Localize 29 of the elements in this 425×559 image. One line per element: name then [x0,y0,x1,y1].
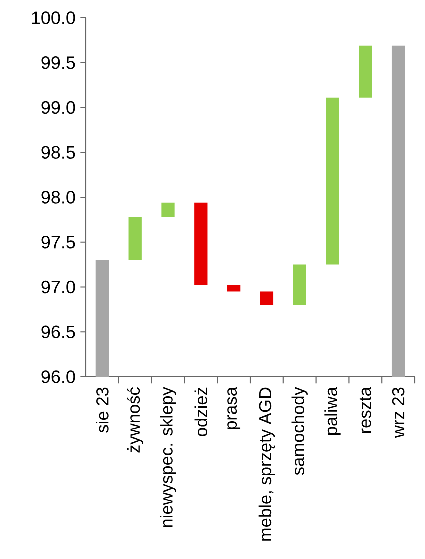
bar [128,217,142,260]
bar [227,285,241,292]
x-tick-label: żywność [127,388,144,453]
y-tick-label: 99.0 [42,101,76,114]
y-tick-label: 99.5 [42,56,76,70]
y-tick-label: 96.5 [42,326,76,338]
y-tick-label: 97.0 [42,280,76,294]
x-tick-label: reszta [360,387,372,434]
x-tick-label: sie 23 [96,388,109,433]
x-tick-label: niewyspec. sklepy [160,387,176,528]
x-tick-label: odzież [194,388,208,436]
bar [162,202,175,218]
x-tick-label: prasa [228,387,241,430]
x-tick-label: samochody [292,387,308,476]
y-tick-label: 97.5 [42,236,76,249]
bar [194,202,208,286]
bar [392,46,406,377]
y-tick-label: 98.0 [42,191,76,204]
bar [326,98,340,265]
bar [96,260,110,377]
x-tick-label: paliwa [324,387,341,436]
y-tick-label: 96.0 [42,370,76,384]
y-tick-label: 100.0 [32,12,76,24]
x-tick-label: wrz 23 [392,388,405,438]
bar [293,264,306,306]
bar [359,46,372,98]
x-tick-label: meble, sprzęty AGD [258,388,276,541]
y-tick-label: 98.5 [42,146,76,159]
bar [260,292,274,306]
